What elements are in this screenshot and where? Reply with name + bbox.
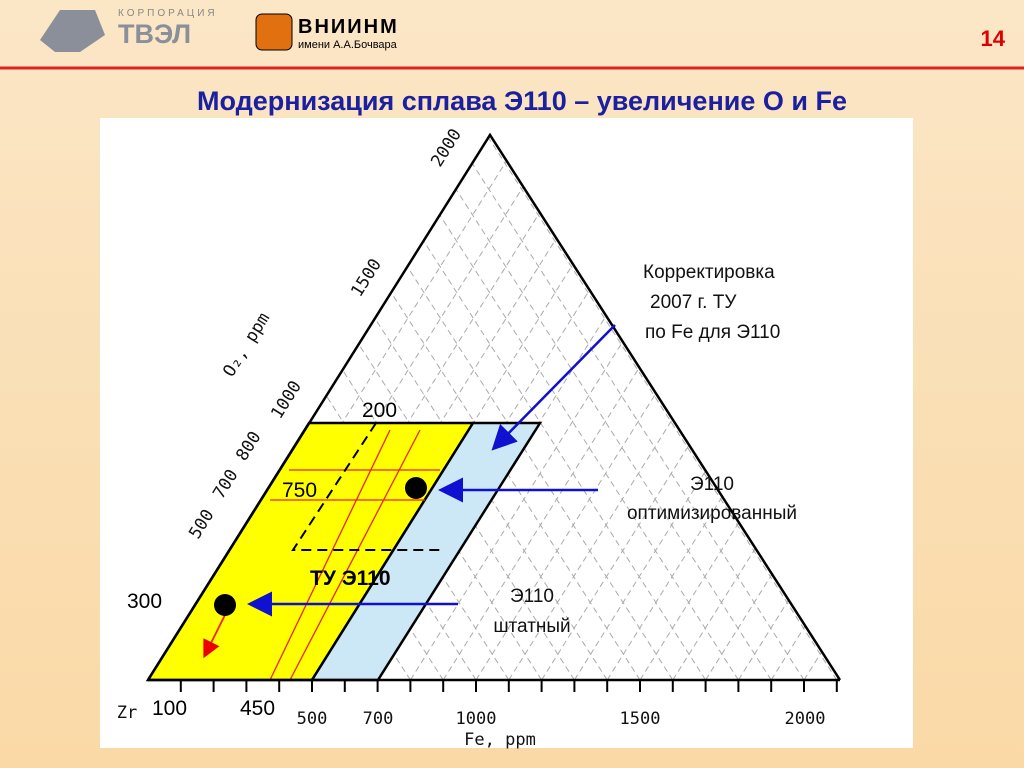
grid-line	[223, 135, 575, 680]
grid-line	[311, 135, 655, 680]
annotation-line: по Fe для Э110	[645, 322, 780, 343]
grid-line	[420, 135, 772, 680]
grid-line	[387, 135, 739, 680]
grid-line	[409, 135, 753, 680]
logo-icon	[40, 10, 105, 52]
fe-tick: 1000	[456, 709, 497, 729]
grid-line	[344, 135, 688, 680]
institute-logo	[255, 13, 293, 51]
company-small: КОРПОРАЦИЯ	[118, 8, 218, 19]
grid-line	[289, 135, 641, 680]
marker: 200	[362, 399, 397, 422]
annotation-line: штатный	[493, 616, 570, 637]
grid-line	[486, 135, 838, 680]
company: ТВЭЛ	[118, 19, 191, 49]
grid-line	[377, 135, 721, 680]
fe-axis: Zr 500 700 1000 1500 2000 Fe, ppm	[117, 703, 826, 750]
arrows	[247, 324, 616, 617]
annotation-line: Корректировка	[643, 262, 775, 283]
optimized-box	[291, 422, 440, 551]
marker: 100	[152, 697, 187, 720]
fe-axis-label: Fe, ppm	[464, 730, 536, 750]
markers: 200 750 300 100 450	[127, 399, 397, 720]
grid-line	[158, 135, 510, 680]
red-guides	[203, 429, 440, 681]
grid-line	[256, 135, 608, 680]
triangle	[146, 132, 842, 682]
annotation-line: Э110	[510, 586, 554, 607]
grid-line	[453, 135, 805, 680]
institute-sub: имени А.А.Бочвара	[298, 39, 398, 51]
annotations: Корректировка 2007 г. ТУ по Fe для Э110 …	[493, 262, 797, 637]
grid-line	[191, 135, 543, 680]
fe-tick: 700	[363, 709, 394, 729]
marker: 300	[127, 590, 162, 613]
grid-line	[442, 135, 786, 680]
grid-line	[180, 135, 524, 680]
grid-line	[213, 135, 557, 680]
marker: 750	[282, 479, 317, 502]
fe-origin: Zr	[117, 703, 137, 723]
region-label: ТУ Э110	[310, 567, 391, 590]
optimized-point	[405, 477, 427, 499]
grid-line	[245, 135, 589, 680]
institute: ВНИИНМ	[298, 16, 399, 38]
annotation-line: 2007 г. ТУ	[650, 292, 737, 313]
grid-line	[355, 135, 707, 680]
fe-tick: 2000	[785, 709, 826, 729]
slide-title: Модернизация сплава Э110 – увеличение О …	[197, 86, 847, 116]
fe-tick: 1500	[620, 709, 661, 729]
grid-line	[278, 135, 622, 680]
grid-line	[322, 135, 674, 680]
marker: 450	[240, 697, 275, 720]
page-number: 14	[981, 26, 1006, 51]
fe-tick: 500	[297, 709, 328, 729]
annotation-line: оптимизированный	[627, 503, 797, 524]
annotation-line: Э110	[690, 474, 734, 495]
grid-line	[475, 135, 819, 680]
standard-point	[214, 594, 236, 616]
header: КОРПОРАЦИЯ ТВЭЛ ВНИИНМ имени А.А.Бочвара…	[0, 8, 1024, 70]
axis-ticks	[179, 680, 838, 692]
